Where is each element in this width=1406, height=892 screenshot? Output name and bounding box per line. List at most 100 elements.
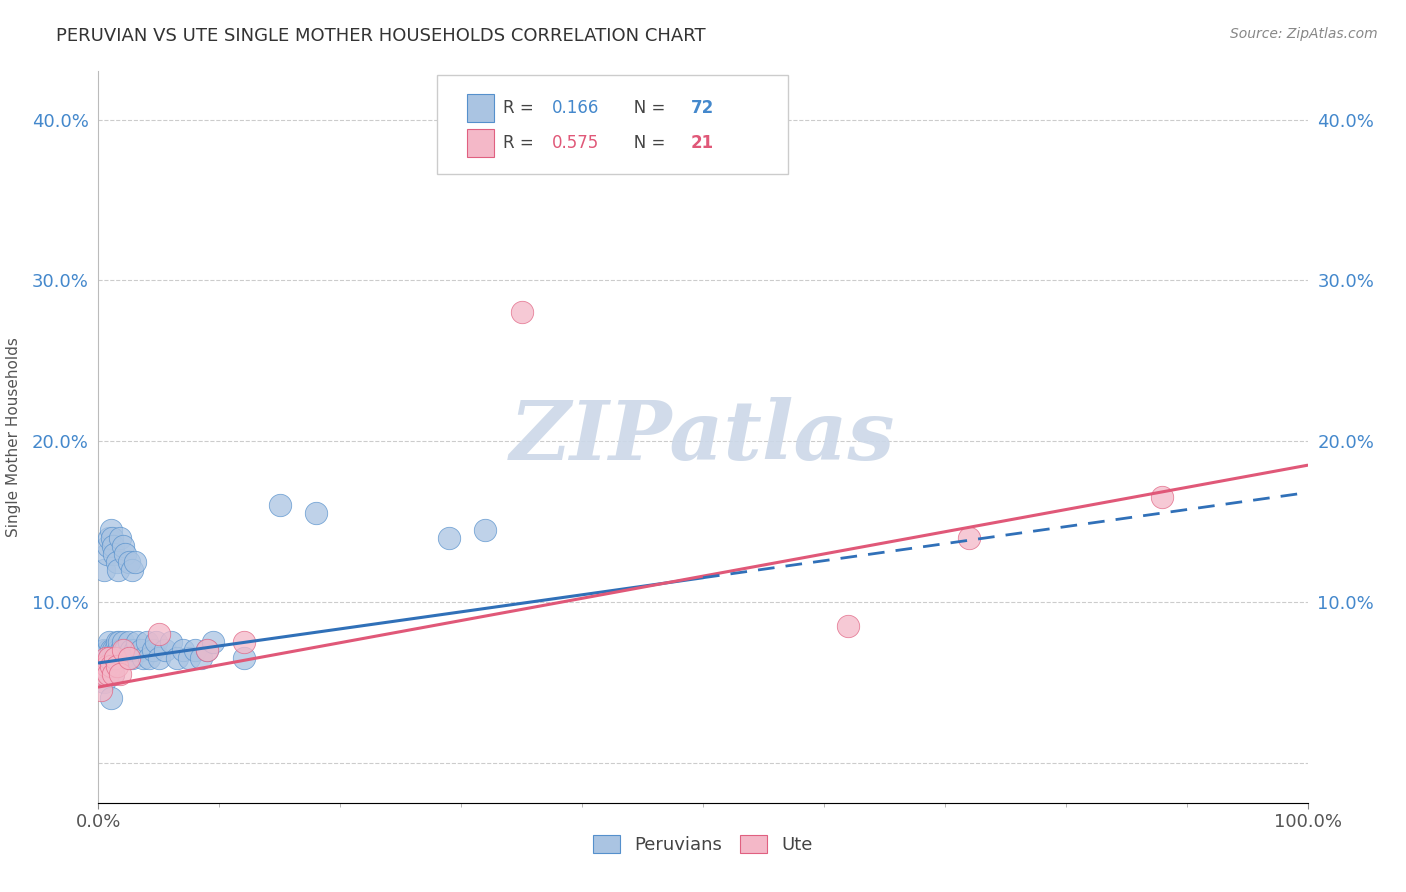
Point xyxy=(91,659,114,673)
Point xyxy=(153,643,176,657)
Point xyxy=(97,643,120,657)
FancyBboxPatch shape xyxy=(437,75,787,174)
Point xyxy=(93,563,115,577)
Point xyxy=(96,659,118,673)
Point xyxy=(118,651,141,665)
Point xyxy=(105,659,128,673)
Point xyxy=(117,651,139,665)
Point xyxy=(305,507,328,521)
Point xyxy=(100,691,122,706)
Point xyxy=(100,659,122,673)
Point xyxy=(114,547,136,561)
Point xyxy=(93,675,115,690)
Text: N =: N = xyxy=(619,134,671,152)
Y-axis label: Single Mother Households: Single Mother Households xyxy=(6,337,21,537)
Point xyxy=(104,643,127,657)
Point xyxy=(103,547,125,561)
Point xyxy=(96,667,118,681)
Point xyxy=(91,659,114,673)
Text: 21: 21 xyxy=(690,134,714,152)
Point xyxy=(474,523,496,537)
Point xyxy=(104,651,127,665)
Text: N =: N = xyxy=(619,99,671,117)
Point xyxy=(98,651,121,665)
Point xyxy=(166,651,188,665)
Point xyxy=(121,563,143,577)
Point xyxy=(437,531,460,545)
Text: 72: 72 xyxy=(690,99,714,117)
Point xyxy=(98,635,121,649)
Point xyxy=(127,635,149,649)
Point xyxy=(101,667,124,681)
Point xyxy=(1152,491,1174,505)
Point xyxy=(195,643,218,657)
Point xyxy=(91,651,114,665)
Point xyxy=(111,651,134,665)
Point xyxy=(232,651,254,665)
Text: Source: ZipAtlas.com: Source: ZipAtlas.com xyxy=(1230,27,1378,41)
Legend: Peruvians, Ute: Peruvians, Ute xyxy=(583,826,823,863)
Point xyxy=(269,499,291,513)
Point xyxy=(118,635,141,649)
Point xyxy=(132,651,155,665)
Point xyxy=(101,667,124,681)
Point xyxy=(108,651,131,665)
Point xyxy=(107,563,129,577)
Point xyxy=(96,547,118,561)
Point xyxy=(111,539,134,553)
Point xyxy=(100,531,122,545)
Text: ZIPatlas: ZIPatlas xyxy=(510,397,896,477)
Point xyxy=(111,635,134,649)
Point xyxy=(179,651,201,665)
Point xyxy=(138,651,160,665)
Point xyxy=(97,659,120,673)
Point xyxy=(108,635,131,649)
Point xyxy=(94,659,117,673)
Point xyxy=(105,635,128,649)
Point xyxy=(105,651,128,665)
Point xyxy=(100,651,122,665)
Point xyxy=(90,683,112,698)
Point xyxy=(148,627,170,641)
Point xyxy=(98,531,121,545)
Point xyxy=(124,643,146,657)
Point xyxy=(103,651,125,665)
Point xyxy=(108,531,131,545)
FancyBboxPatch shape xyxy=(467,94,494,122)
Point xyxy=(114,643,136,657)
Point xyxy=(105,555,128,569)
Text: R =: R = xyxy=(503,99,540,117)
Point xyxy=(202,635,225,649)
Point xyxy=(100,643,122,657)
Point xyxy=(93,667,115,681)
Point xyxy=(90,667,112,681)
Text: R =: R = xyxy=(503,134,540,152)
Point xyxy=(135,635,157,649)
Text: 0.166: 0.166 xyxy=(551,99,599,117)
Point xyxy=(510,305,533,319)
Point xyxy=(190,651,212,665)
Point xyxy=(120,643,142,657)
Point xyxy=(97,667,120,681)
FancyBboxPatch shape xyxy=(467,129,494,157)
Point xyxy=(837,619,859,633)
Point xyxy=(232,635,254,649)
Point xyxy=(160,635,183,649)
Point xyxy=(93,643,115,657)
Point xyxy=(145,635,167,649)
Point xyxy=(101,539,124,553)
Point xyxy=(96,651,118,665)
Point xyxy=(148,651,170,665)
Point xyxy=(108,667,131,681)
Point xyxy=(172,643,194,657)
Point xyxy=(118,555,141,569)
Point xyxy=(110,643,132,657)
Text: PERUVIAN VS UTE SINGLE MOTHER HOUSEHOLDS CORRELATION CHART: PERUVIAN VS UTE SINGLE MOTHER HOUSEHOLDS… xyxy=(56,27,706,45)
Point xyxy=(101,643,124,657)
Point xyxy=(142,643,165,657)
Point xyxy=(100,659,122,673)
Point xyxy=(98,651,121,665)
Point xyxy=(124,555,146,569)
Point xyxy=(129,643,152,657)
Point xyxy=(195,643,218,657)
